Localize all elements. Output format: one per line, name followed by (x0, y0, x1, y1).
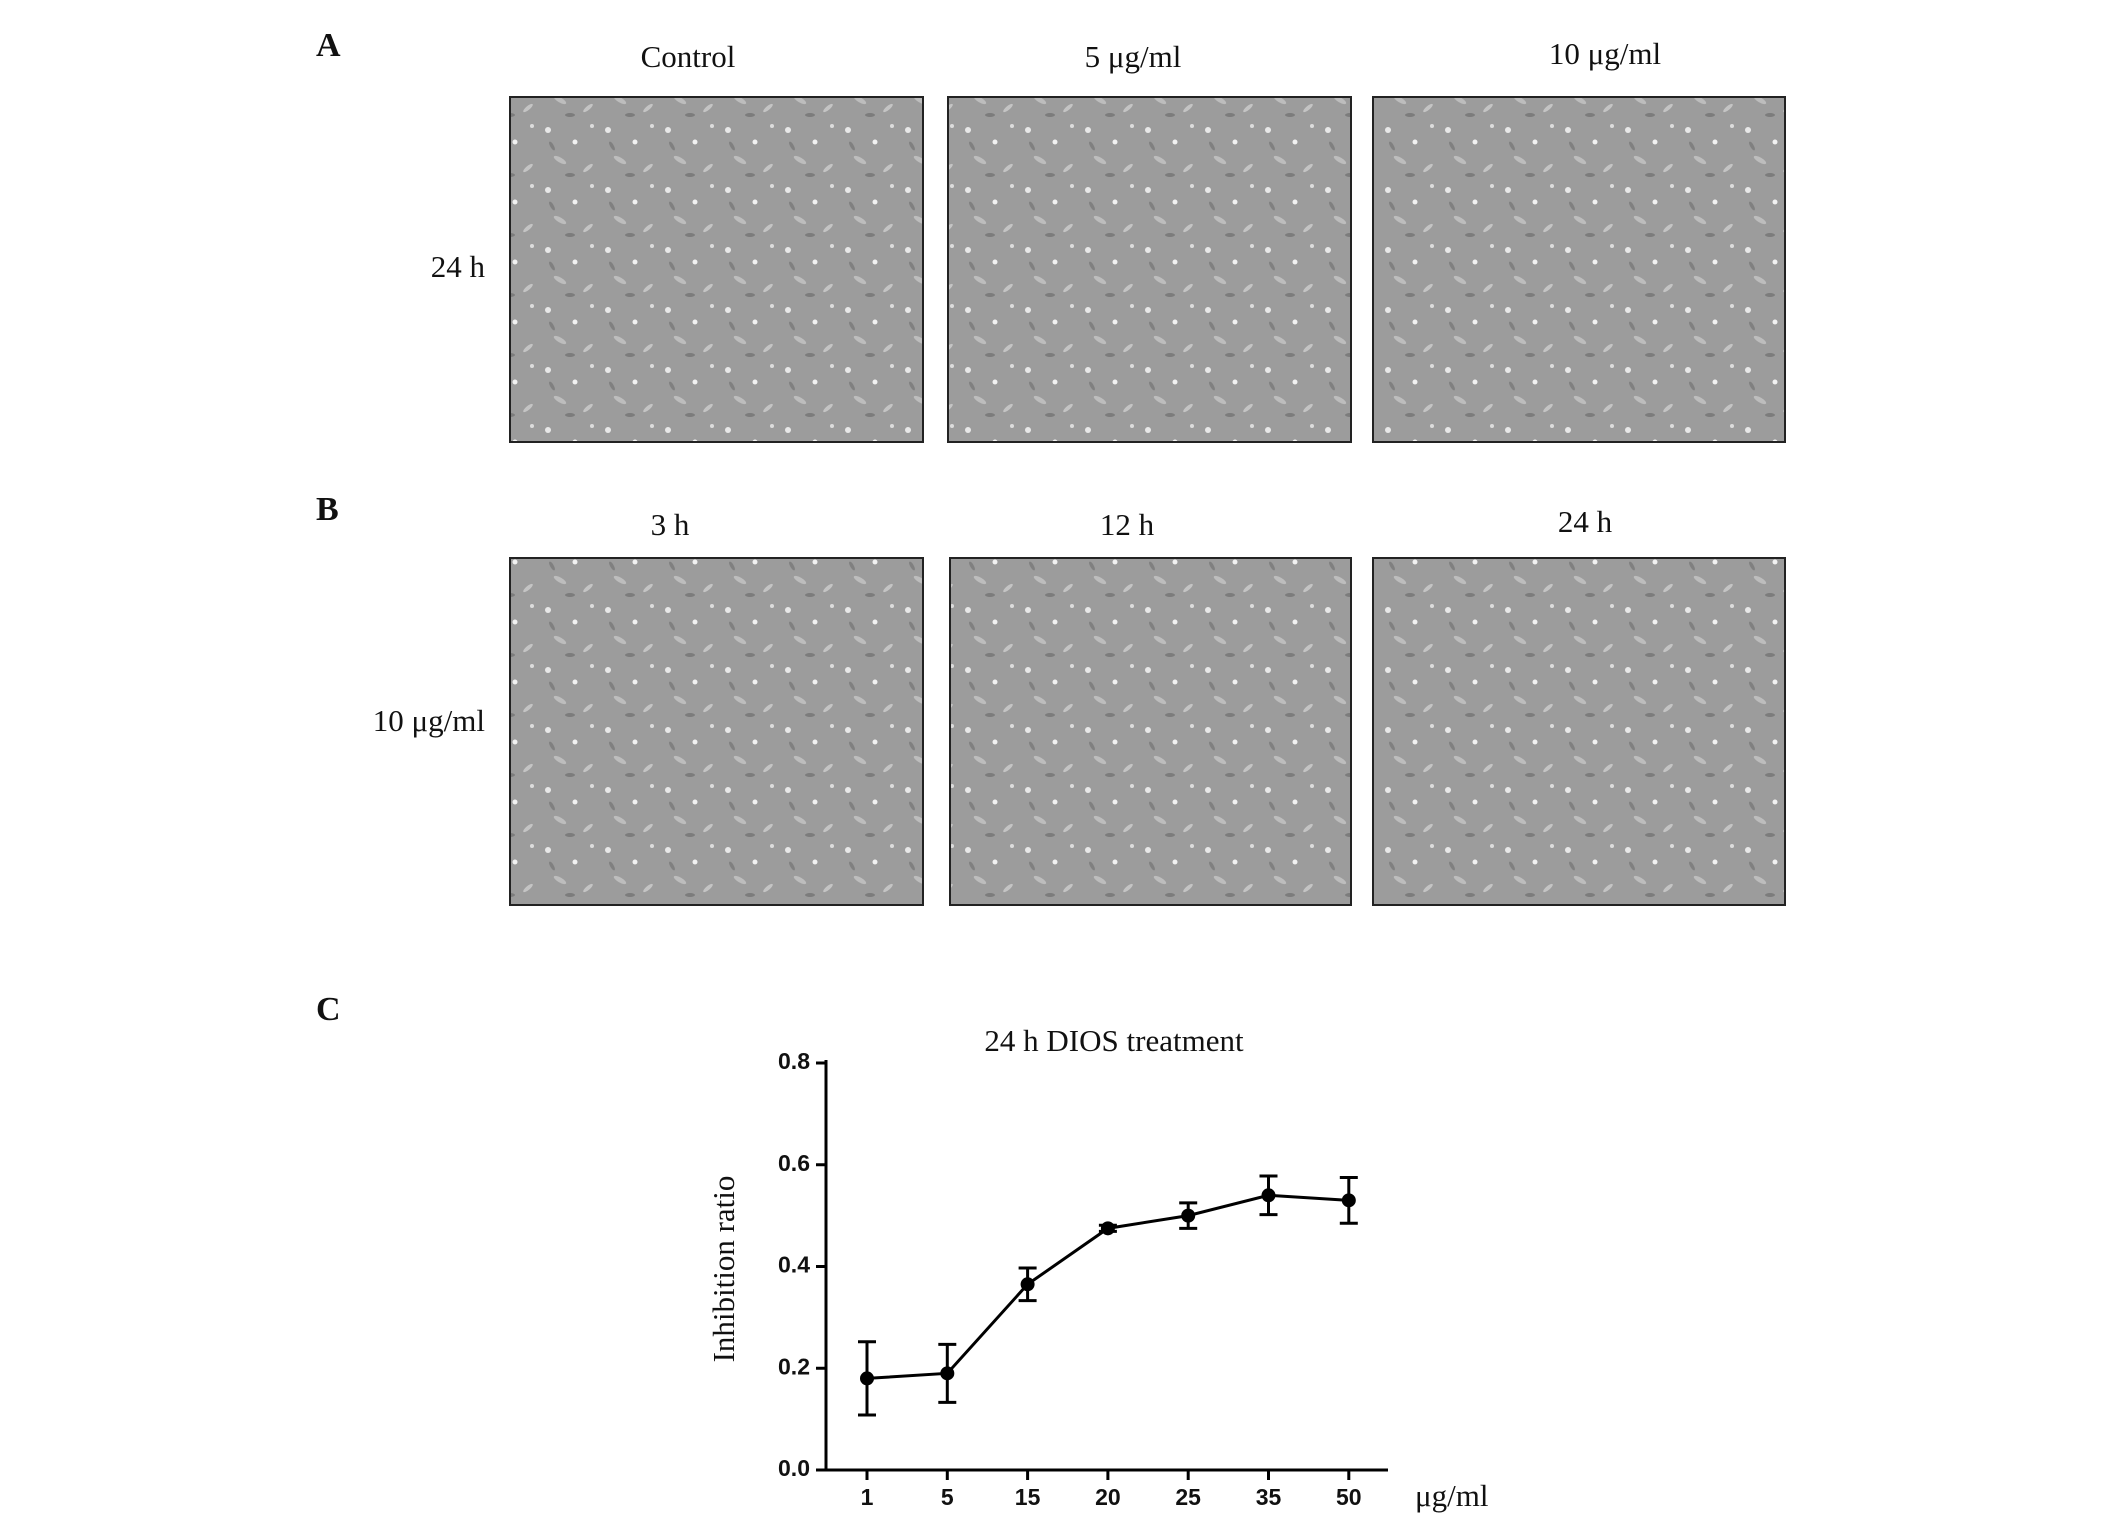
panel-label: B (316, 491, 339, 528)
panel-label: C (316, 991, 341, 1028)
data-point (1181, 1208, 1196, 1223)
micrograph (509, 557, 924, 906)
y-tick-label: 0.6 (778, 1150, 810, 1176)
data-point (1261, 1188, 1276, 1203)
micrograph (1372, 557, 1786, 906)
y-tick-label: 0.4 (778, 1252, 810, 1278)
micrograph (949, 557, 1352, 906)
x-axis-unit: μg/ml (1415, 1478, 1488, 1513)
y-tick-label: 0.2 (778, 1353, 810, 1379)
column-title: Control (641, 39, 736, 74)
column-title: 24 h (1558, 504, 1613, 539)
panel-label: A (316, 27, 341, 64)
x-tick-label: 25 (1175, 1484, 1201, 1510)
y-tick-label: 0.8 (778, 1048, 810, 1074)
x-tick-label: 35 (1256, 1484, 1282, 1510)
panel-images (509, 96, 1786, 906)
x-tick-label: 15 (1015, 1484, 1041, 1510)
data-point (1100, 1221, 1115, 1236)
data-point (860, 1371, 874, 1386)
row-label: 10 μg/ml (373, 703, 485, 738)
column-title: 12 h (1100, 507, 1155, 542)
x-tick-label: 1 (861, 1484, 874, 1510)
chart-title: 24 h DIOS treatment (984, 1023, 1244, 1058)
data-point (1020, 1277, 1035, 1292)
x-tick-label: 20 (1095, 1484, 1121, 1510)
micrograph (509, 96, 924, 443)
y-tick-label: 0.0 (778, 1455, 810, 1481)
x-tick-label: 5 (941, 1484, 954, 1510)
y-axis-label: Inhibition ratio (706, 1176, 741, 1363)
micrograph (1372, 96, 1786, 443)
column-title: 10 μg/ml (1549, 36, 1661, 71)
row-label: 24 h (431, 249, 486, 284)
x-tick-label: 50 (1336, 1484, 1362, 1510)
data-point (1341, 1193, 1356, 1208)
data-point (940, 1366, 955, 1381)
column-title: 3 h (651, 507, 690, 542)
micrograph (947, 96, 1352, 443)
column-title: 5 μg/ml (1085, 39, 1182, 74)
